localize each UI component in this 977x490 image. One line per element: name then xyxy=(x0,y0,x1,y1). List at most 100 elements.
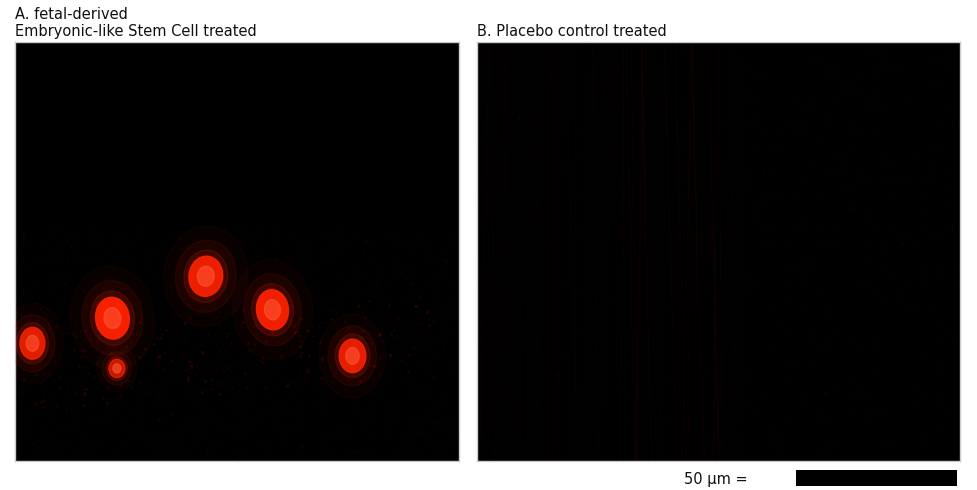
Point xyxy=(591,401,607,409)
Point xyxy=(732,400,747,408)
Point xyxy=(911,400,926,408)
Point xyxy=(692,38,707,46)
Point xyxy=(108,395,124,403)
Point xyxy=(738,174,753,182)
Point xyxy=(83,331,99,339)
Point xyxy=(755,165,771,172)
Point xyxy=(867,49,882,56)
Point xyxy=(158,318,174,326)
Point xyxy=(440,258,455,266)
Point xyxy=(800,259,816,267)
Point xyxy=(270,403,285,411)
Point xyxy=(171,348,187,356)
Point xyxy=(361,448,376,456)
Point xyxy=(839,86,855,94)
Point xyxy=(250,341,266,349)
Point xyxy=(66,346,82,354)
Point xyxy=(444,303,459,311)
Point xyxy=(171,313,187,320)
Point xyxy=(863,96,878,103)
Point xyxy=(489,87,505,95)
Point xyxy=(672,44,688,51)
Point xyxy=(282,320,298,328)
Point xyxy=(946,436,961,444)
Point xyxy=(804,158,820,166)
Point xyxy=(589,85,605,93)
Point xyxy=(777,376,792,384)
Point xyxy=(336,287,352,294)
Point xyxy=(489,72,505,80)
Point xyxy=(137,438,152,445)
Point xyxy=(145,445,160,453)
Point xyxy=(390,335,405,343)
Point xyxy=(549,342,565,350)
Point xyxy=(361,366,376,373)
Point xyxy=(92,315,107,322)
Point xyxy=(301,352,317,360)
Point xyxy=(409,393,425,401)
Point xyxy=(190,452,205,460)
Point xyxy=(374,326,390,334)
Point xyxy=(316,403,331,411)
Point xyxy=(669,231,685,239)
Point xyxy=(296,245,312,253)
Point xyxy=(265,330,280,338)
Point xyxy=(179,445,194,453)
Point xyxy=(99,262,114,270)
Point xyxy=(542,242,558,249)
Point xyxy=(24,409,40,417)
Point xyxy=(334,362,350,370)
Point xyxy=(369,363,385,370)
Point xyxy=(611,347,626,355)
Point xyxy=(236,307,252,315)
Point xyxy=(814,240,829,247)
Point xyxy=(146,341,161,348)
Point xyxy=(359,313,374,320)
Point xyxy=(372,366,388,374)
Point xyxy=(736,401,751,409)
Point xyxy=(792,130,808,138)
Point xyxy=(802,94,818,101)
Point xyxy=(582,450,598,458)
Point xyxy=(290,324,306,332)
Point xyxy=(423,280,439,288)
Ellipse shape xyxy=(20,327,45,359)
Point xyxy=(268,256,283,264)
Point xyxy=(358,422,373,430)
Point xyxy=(112,376,128,384)
Point xyxy=(53,282,68,290)
Point xyxy=(200,363,216,370)
Point xyxy=(660,175,676,183)
Point xyxy=(226,267,241,274)
Point xyxy=(84,254,100,262)
Point xyxy=(306,371,321,379)
Point xyxy=(336,334,352,342)
Point xyxy=(174,361,190,368)
Point xyxy=(355,334,370,342)
Point xyxy=(506,195,522,203)
Point xyxy=(591,127,607,135)
Point xyxy=(27,326,43,334)
Point xyxy=(324,260,340,268)
Point xyxy=(885,194,901,202)
Point xyxy=(695,388,710,395)
Point xyxy=(405,287,421,294)
Point xyxy=(520,204,535,212)
Point xyxy=(137,380,152,388)
Point xyxy=(293,349,309,357)
Point xyxy=(686,92,701,99)
Point xyxy=(816,343,831,350)
Point xyxy=(272,291,287,299)
Point xyxy=(888,43,904,50)
Point xyxy=(488,294,503,302)
Point xyxy=(342,375,358,383)
Point xyxy=(10,324,25,332)
Point xyxy=(409,428,425,436)
Point xyxy=(60,329,75,337)
Ellipse shape xyxy=(184,250,228,302)
Point xyxy=(231,319,246,327)
Point xyxy=(534,154,550,162)
Point xyxy=(255,354,271,362)
Point xyxy=(631,396,647,404)
Point xyxy=(61,304,76,312)
